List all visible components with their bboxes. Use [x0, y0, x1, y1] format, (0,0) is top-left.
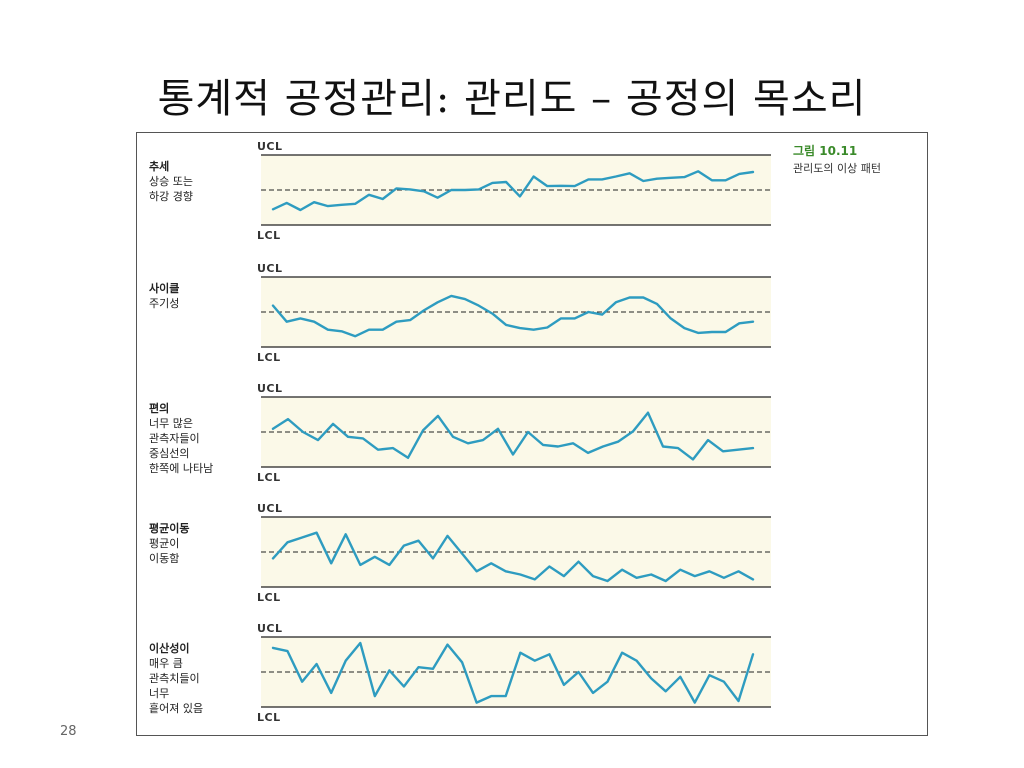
panel-description-line: 관측치들이 [149, 672, 200, 685]
figure-caption-text: 관리도의 이상 패턴 [793, 162, 881, 175]
ucl-label: UCL [257, 502, 283, 515]
panel-description-line: 평균이 [149, 537, 180, 550]
lcl-label: LCL [257, 229, 281, 242]
slide-title: 통계적 공정관리: 관리도 – 공정의 목소리 [157, 76, 867, 122]
panel-description-line: 주기성 [149, 297, 180, 310]
lcl-label: LCL [257, 591, 281, 604]
lcl-label: LCL [257, 711, 281, 724]
series-line-5 [271, 641, 755, 704]
ucl-label: UCL [257, 262, 283, 275]
panel-description-line: 너무 [149, 687, 170, 700]
panel-description-line: 중심선의 [149, 447, 190, 460]
lcl-label: LCL [257, 471, 281, 484]
panel-description-line: 매우 큼 [149, 657, 183, 670]
ucl-label: UCL [257, 622, 283, 635]
panel-heading: 평균이동 [149, 522, 190, 535]
page-number: 28 [60, 724, 77, 739]
panel-description-line: 이동함 [149, 552, 180, 565]
ucl-label: UCL [257, 140, 283, 153]
panel-description-line: 하강 경향 [149, 190, 193, 203]
panel-description-line: 한쪽에 나타남 [149, 462, 214, 475]
panel-description-line: 흩어져 있음 [149, 702, 204, 715]
ucl-label: UCL [257, 382, 283, 395]
series-line-1 [271, 170, 755, 212]
panel-heading: 추세 [149, 160, 170, 173]
lcl-label: LCL [257, 351, 281, 364]
figure-caption-label: 그림 10.11 [793, 144, 858, 158]
panel-heading: 이산성이 [149, 642, 190, 655]
panel-description-line: 너무 많은 [149, 417, 193, 430]
panel-heading: 편의 [149, 402, 170, 415]
series-line-2 [271, 294, 755, 338]
figure-caption: 그림 10.11 관리도의 이상 패턴 [793, 143, 881, 177]
series-line-3 [271, 411, 755, 461]
control-charts-svg [261, 154, 771, 708]
panel-heading: 사이클 [149, 282, 180, 295]
panel-description-line: 관측자들이 [149, 432, 200, 445]
panel-description-line: 상승 또는 [149, 175, 193, 188]
series-line-4 [271, 531, 755, 583]
